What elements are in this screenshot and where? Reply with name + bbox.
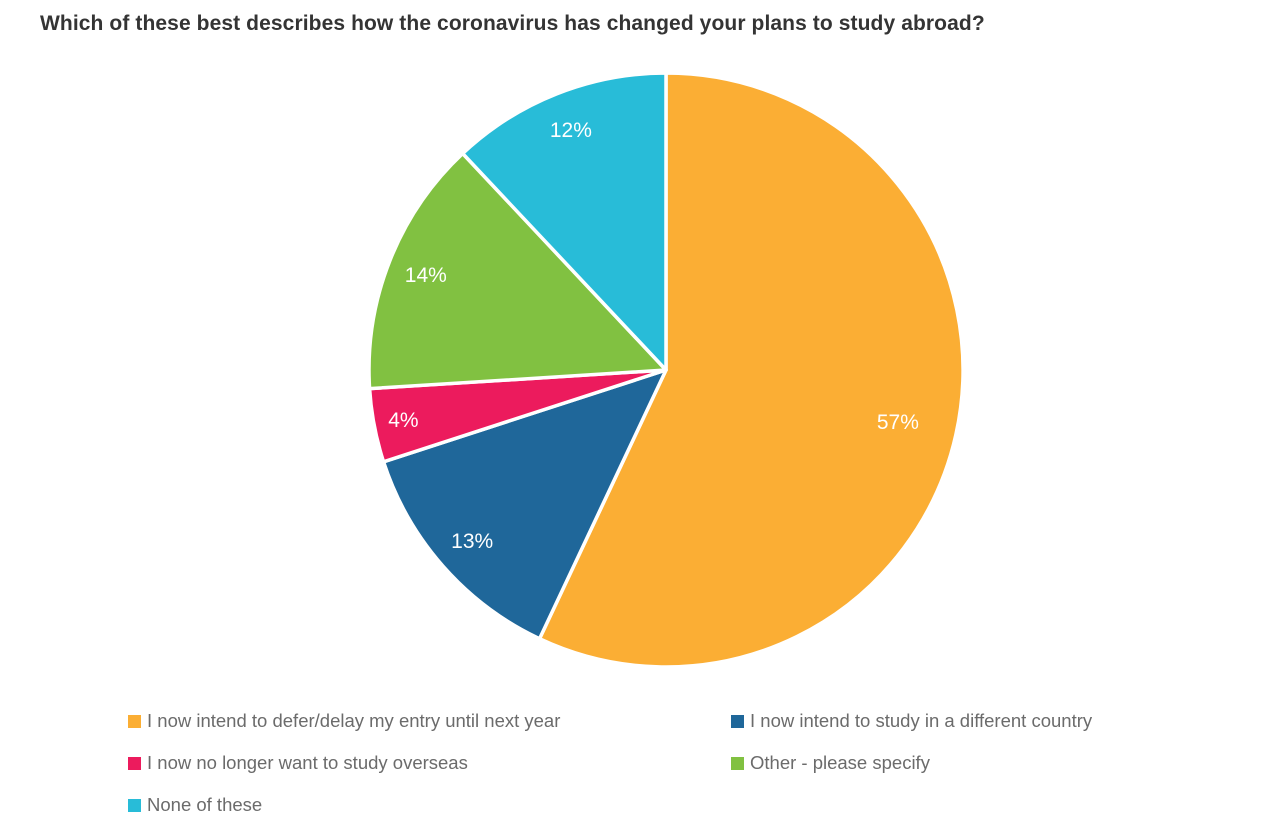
pie-slice-label-3: 14% [405, 264, 447, 287]
legend: I now intend to defer/delay my entry unt… [128, 700, 1092, 826]
legend-item-label: I now intend to defer/delay my entry unt… [147, 710, 561, 731]
legend-item-2[interactable]: I now no longer want to study overseas [128, 752, 731, 774]
legend-swatch-icon [128, 756, 141, 770]
legend-swatch-icon [731, 714, 744, 728]
pie-slice-4[interactable] [460, 71, 668, 372]
legend-item-4[interactable]: None of these [128, 794, 731, 816]
pie-slice-label-2: 4% [388, 409, 418, 432]
pie-slices-group [367, 71, 965, 669]
legend-item-0[interactable]: I now intend to defer/delay my entry unt… [128, 710, 731, 732]
pie-slice-1[interactable] [381, 368, 668, 641]
legend-item-label: I now intend to study in a different cou… [750, 710, 1093, 731]
legend-swatch-icon [731, 756, 744, 770]
legend-item-3[interactable]: Other - please specify [731, 752, 1092, 774]
pie-slice-labels-group: 57% 13% 4% 14% 12% [388, 119, 919, 553]
pie-slice-label-4: 12% [550, 119, 592, 142]
legend-item-label: Other - please specify [750, 752, 930, 773]
pie-slice-label-1: 13% [451, 530, 493, 553]
legend-item-label: None of these [147, 794, 263, 815]
legend-item-1[interactable]: I now intend to study in a different cou… [731, 710, 1092, 732]
pie-slice-label-0: 57% [877, 411, 919, 434]
pie-slice-0[interactable] [537, 71, 965, 669]
pie-slice-3[interactable] [367, 151, 668, 391]
chart-title: Which of these best describes how the co… [40, 12, 985, 35]
legend-swatch-icon [128, 714, 141, 728]
legend-item-label: I now no longer want to study overseas [147, 752, 468, 773]
legend-swatch-icon [128, 798, 141, 812]
